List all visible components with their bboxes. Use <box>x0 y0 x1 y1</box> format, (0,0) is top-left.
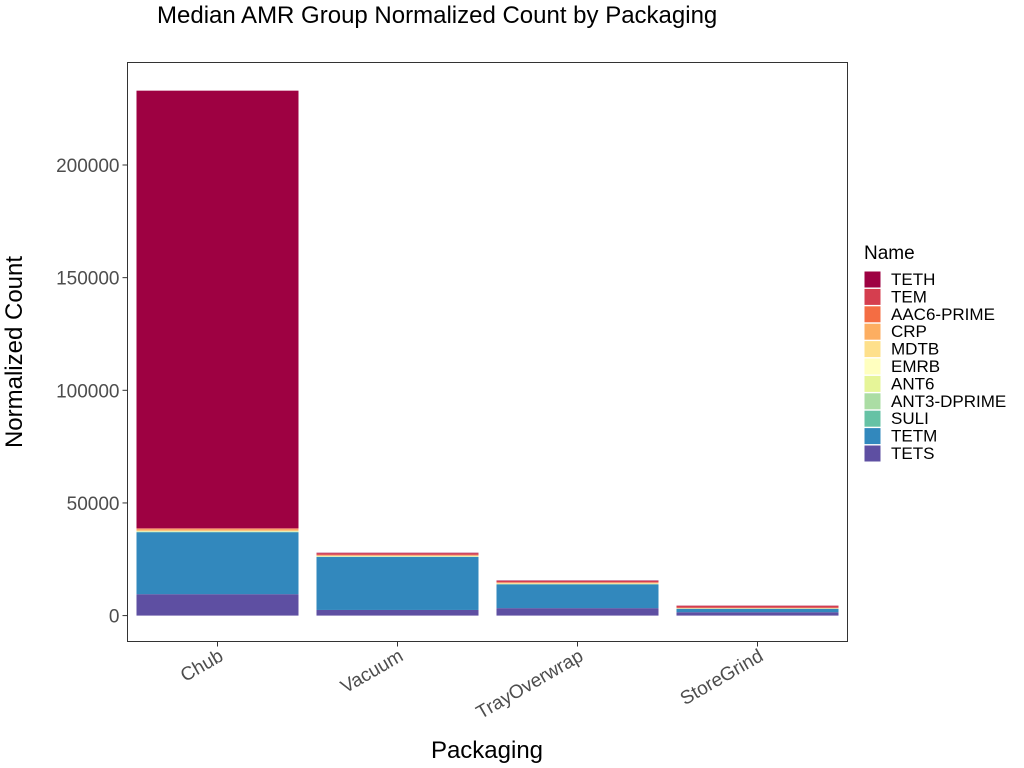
legend-label-mdtb: MDTB <box>891 340 939 359</box>
legend-title: Name <box>864 243 915 264</box>
legend-label-tetm: TETM <box>891 427 937 446</box>
bar-segment-trayoverwrap-tetm <box>496 584 659 609</box>
bar-segment-chub-tetm <box>136 532 299 595</box>
legend-key-tem <box>863 287 882 306</box>
bar-segment-trayoverwrap-tets <box>496 608 659 616</box>
bars-layer <box>136 90 839 616</box>
legend-key-aac6-prime <box>863 305 882 324</box>
bar-segment-chub-teth <box>136 90 299 529</box>
legend-label-tets: TETS <box>891 444 934 463</box>
y-tick-label: 100000 <box>56 381 119 402</box>
bar-segment-chub-aac6-prime <box>136 528 299 530</box>
plot-panel-border <box>127 62 848 642</box>
legend-key-mdtb <box>863 340 882 359</box>
bar-segment-vacuum-tem <box>316 553 479 555</box>
bar-segment-storegrind-tets <box>676 612 839 616</box>
legend-key-crp <box>863 322 882 341</box>
x-tick-label-vacuum: Vacuum <box>337 646 407 698</box>
y-tick-label: 0 <box>109 607 120 628</box>
legend-label-aac6-prime: AAC6-PRIME <box>891 305 995 324</box>
legend-key-tets <box>863 444 882 463</box>
bar-segment-trayoverwrap-tem <box>496 580 659 583</box>
bar-segment-vacuum-tetm <box>316 557 479 610</box>
bar-segment-chub-crp <box>136 529 299 531</box>
y-axis-title: Normalized Count <box>1 256 28 448</box>
legend-label-teth: TETH <box>891 270 935 289</box>
legend-label-ant3-dprime: ANT3-DPRIME <box>891 392 1006 411</box>
x-tick-label-chub: Chub <box>177 646 227 687</box>
legend-key-teth <box>863 270 882 289</box>
y-axis: 0 50000 100000 150000 200000 <box>56 156 128 628</box>
x-tick-label-storegrind: StoreGrind <box>677 646 767 710</box>
legend-key-emrb <box>863 357 882 376</box>
bar-segment-storegrind-tem <box>676 605 839 608</box>
legend: Name TETHTEMAAC6-PRIMECRPMDTBEMRBANT6ANT… <box>863 243 1006 463</box>
legend-key-ant6 <box>863 374 882 393</box>
bar-segment-storegrind-tetm <box>676 608 839 613</box>
x-axis: Chub Vacuum TrayOverwrap StoreGrind <box>177 641 767 724</box>
legend-label-emrb: EMRB <box>891 357 940 376</box>
legend-label-crp: CRP <box>891 322 927 341</box>
legend-key-suli <box>863 409 882 428</box>
legend-label-tem: TEM <box>891 287 927 306</box>
bar-segment-trayoverwrap-crp <box>496 582 659 584</box>
legend-label-ant6: ANT6 <box>891 374 934 393</box>
y-tick-label: 50000 <box>67 494 120 515</box>
legend-key-tetm <box>863 427 882 446</box>
bar-segment-vacuum-crp <box>316 555 479 556</box>
bar-segment-chub-tets <box>136 594 299 616</box>
legend-label-suli: SULI <box>891 409 929 428</box>
chart-title: Median AMR Group Normalized Count by Pac… <box>157 2 717 29</box>
x-tick-label-trayoverwrap: TrayOverwrap <box>473 646 587 724</box>
y-tick-label: 150000 <box>56 269 119 290</box>
x-axis-title: Packaging <box>431 737 543 764</box>
bar-segment-vacuum-tets <box>316 609 479 616</box>
legend-key-ant3-dprime <box>863 392 882 411</box>
y-tick-label: 200000 <box>56 156 119 177</box>
